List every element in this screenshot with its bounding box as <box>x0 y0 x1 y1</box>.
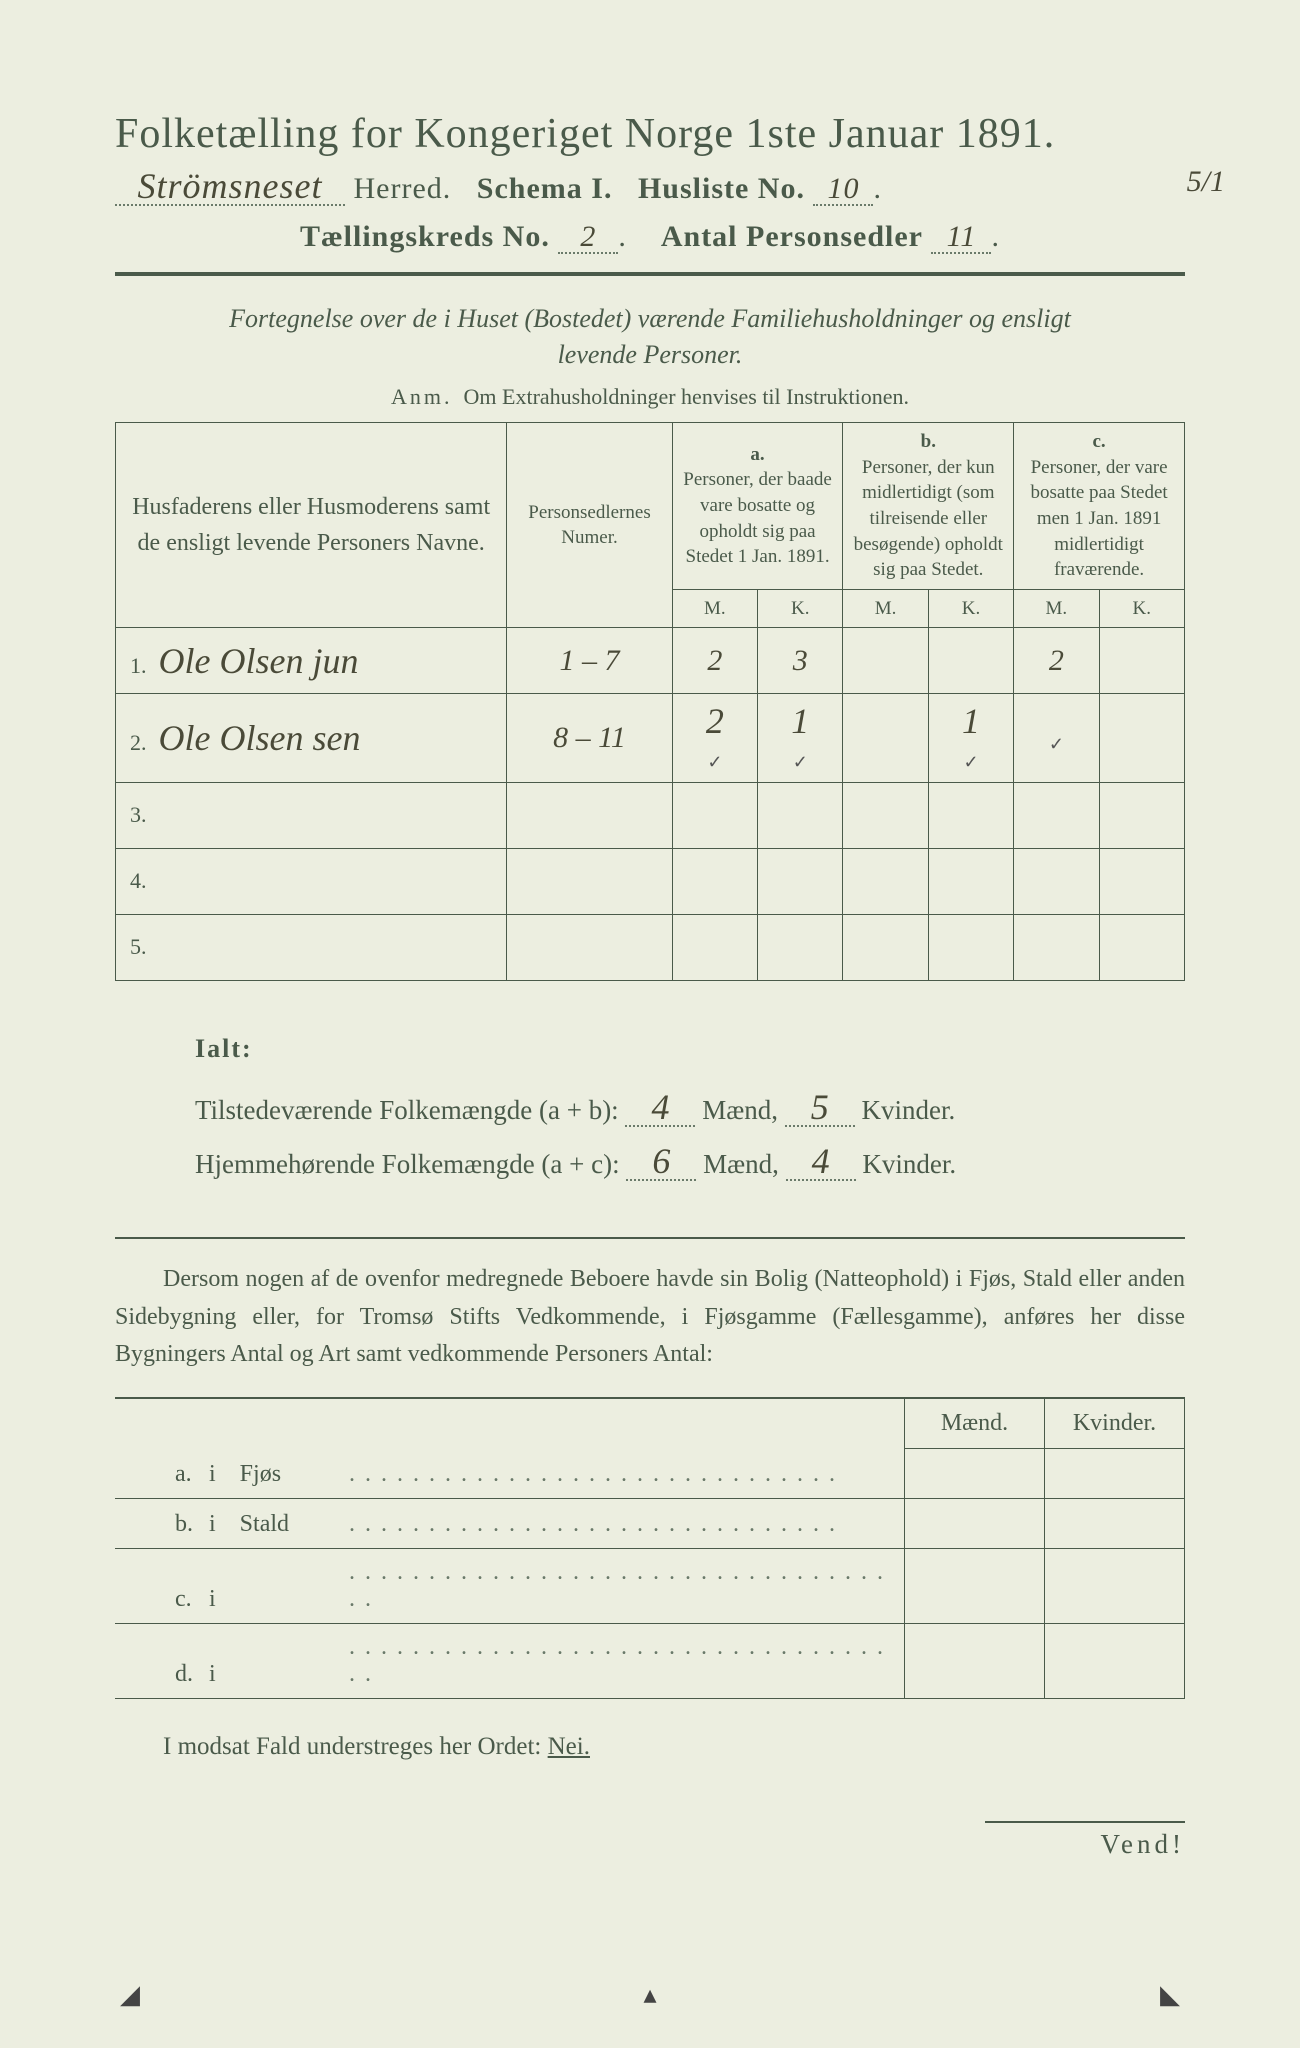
husliste-label: Husliste No. <box>638 172 805 205</box>
fjos-row: b. i Stald . . . . . . . . . . . . . . .… <box>115 1498 1185 1548</box>
col-header-c: c. Personer, der vare bosatte paa Stedet… <box>1014 423 1185 590</box>
reg-mark-icon: ◣ <box>1160 1980 1180 2010</box>
table-row: 3. <box>116 783 1185 849</box>
col-a-m: M. <box>672 589 757 628</box>
schema-label: Schema I. <box>477 172 613 205</box>
herred-label: Herred. <box>354 172 452 205</box>
divider <box>115 1237 1185 1239</box>
fjos-header-maend: Mænd. <box>905 1398 1045 1448</box>
header-line-kreds: Tællingskreds No. 2. Antal Personsedler … <box>115 220 1185 254</box>
divider <box>115 272 1185 276</box>
col-a-k: K. <box>758 589 843 628</box>
census-form-page: 5/1 Folketælling for Kongeriget Norge 1s… <box>0 0 1300 2048</box>
personsedler-value: 11 <box>931 222 991 254</box>
col-b-m: M. <box>843 589 928 628</box>
modsat-line: I modsat Fald understreges her Ordet: Ne… <box>115 1733 1185 1761</box>
fjos-header-kvinder: Kvinder. <box>1045 1398 1185 1448</box>
table-row: 1.Ole Olsen jun 1 – 7 2 3 2 <box>116 628 1185 694</box>
subtitle-line1: Fortegnelse over de i Huset (Bostedet) v… <box>115 304 1185 334</box>
corner-page-number: 5/1 <box>1187 165 1225 199</box>
col-c-m: M. <box>1014 589 1099 628</box>
fjos-row: a. i Fjøs . . . . . . . . . . . . . . . … <box>115 1448 1185 1498</box>
fjos-row: d. i . . . . . . . . . . . . . . . . . .… <box>115 1623 1185 1698</box>
kreds-value: 2 <box>558 222 618 254</box>
reg-mark-icon: ▴ <box>643 1980 656 2010</box>
col-b-k: K. <box>928 589 1013 628</box>
nei-word: Nei. <box>548 1733 590 1760</box>
table-row: 4. <box>116 849 1185 915</box>
col-header-a: a. Personer, der baade vare bosatte og o… <box>672 423 843 590</box>
totals-present: Tilstedeværende Folkemængde (a + b): 4 M… <box>195 1083 1185 1137</box>
reg-mark-icon: ◢ <box>120 1980 140 2010</box>
household-table: Husfaderens eller Husmoderens samt de en… <box>115 422 1185 981</box>
vend-label: Vend! <box>985 1821 1185 1860</box>
husliste-value: 10 <box>813 174 873 206</box>
anm-label: Anm. <box>391 384 453 409</box>
header-line-herred: Strömsneset Herred. Schema I. Husliste N… <box>115 168 1185 206</box>
fjos-row: c. i . . . . . . . . . . . . . . . . . .… <box>115 1548 1185 1623</box>
registration-marks: ◢ ▴ ◣ <box>0 1980 1300 2010</box>
subtitle-line2: levende Personer. <box>115 340 1185 370</box>
table-row: 2.Ole Olsen sen 8 – 11 2✓ 1✓ 1✓ ✓ <box>116 694 1185 783</box>
personsedler-label: Antal Personsedler <box>661 220 923 253</box>
totals-block: Ialt: Tilstedeværende Folkemængde (a + b… <box>195 1023 1185 1191</box>
outbuilding-table: Mænd. Kvinder. a. i Fjøs . . . . . . . .… <box>115 1397 1185 1699</box>
anm-text: Om Extrahusholdninger henvises til Instr… <box>464 384 909 409</box>
form-title: Folketælling for Kongeriget Norge 1ste J… <box>115 110 1185 158</box>
outbuilding-paragraph: Dersom nogen af de ovenfor medregnede Be… <box>115 1261 1185 1373</box>
col-header-b: b. Personer, der kun midlertidigt (som t… <box>843 423 1014 590</box>
col-c-k: K. <box>1099 589 1184 628</box>
col-header-name: Husfaderens eller Husmoderens samt de en… <box>116 423 507 628</box>
kreds-label: Tællingskreds No. <box>300 220 550 253</box>
table-row: 5. <box>116 915 1185 981</box>
anm-note: Anm. Om Extrahusholdninger henvises til … <box>115 384 1185 410</box>
col-header-personsedler: Personsedlernes Numer. <box>507 423 672 628</box>
ialt-label: Ialt: <box>195 1023 1185 1075</box>
herred-value: Strömsneset <box>115 168 345 206</box>
totals-resident: Hjemmehørende Folkemængde (a + c): 6 Mæn… <box>195 1137 1185 1191</box>
